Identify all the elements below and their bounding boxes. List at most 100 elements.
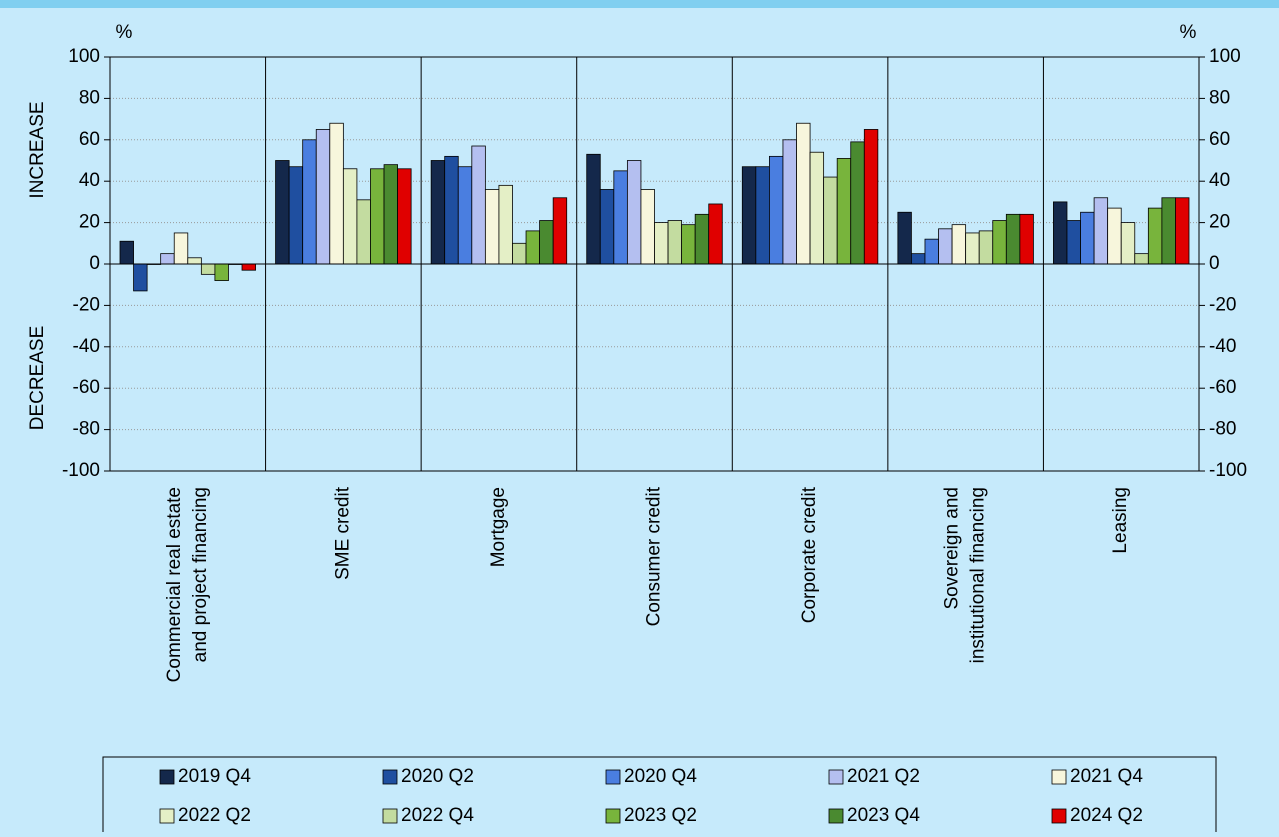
bar <box>370 168 385 265</box>
bar <box>850 141 865 265</box>
bar <box>133 263 148 292</box>
bar <box>1093 197 1109 265</box>
bar <box>200 263 216 275</box>
y-tick-label: -80 <box>73 419 100 440</box>
legend-swatch <box>605 769 621 785</box>
legend-swatch <box>828 769 844 785</box>
bar <box>1080 211 1095 265</box>
y-tick-label: 20 <box>79 212 100 233</box>
y-tick-label: 80 <box>1209 87 1230 108</box>
bar <box>992 220 1007 265</box>
bar <box>938 228 953 265</box>
bar <box>823 176 838 265</box>
y-tick-label: -40 <box>1209 336 1236 357</box>
bar <box>897 211 912 265</box>
legend-label: 2024 Q2 <box>1070 805 1143 826</box>
legend-swatch <box>159 808 175 824</box>
y-tick-label: 60 <box>79 129 100 150</box>
bar <box>498 184 513 265</box>
bar <box>457 166 473 265</box>
bar <box>951 224 967 265</box>
bar <box>1120 222 1136 265</box>
legend-label: 2023 Q2 <box>624 805 697 826</box>
bar <box>1134 253 1149 265</box>
bar <box>315 129 331 265</box>
bar <box>1019 213 1034 265</box>
y-unit-right: % <box>1180 22 1197 43</box>
bar <box>397 168 412 265</box>
y-tick-label: 60 <box>1209 129 1230 150</box>
bar <box>484 189 500 265</box>
bar <box>471 145 486 265</box>
bar <box>275 160 290 265</box>
legend-swatch <box>382 808 398 824</box>
legend-label: 2019 Q4 <box>178 766 251 787</box>
legend-label: 2021 Q2 <box>847 766 920 787</box>
bar <box>599 189 615 265</box>
bar <box>694 213 710 265</box>
legend-swatch <box>159 769 175 785</box>
bar <box>1161 197 1176 265</box>
bar <box>1147 207 1163 265</box>
bar <box>924 238 939 265</box>
bar <box>755 166 770 265</box>
bar <box>613 170 628 265</box>
bar <box>512 242 527 265</box>
x-tick-label: Mortgage <box>488 487 509 567</box>
bar <box>626 160 642 265</box>
legend-swatch <box>1051 808 1067 824</box>
y-tick-label: 0 <box>1209 253 1220 274</box>
bar <box>741 166 757 265</box>
y-tick-label: 0 <box>89 253 100 274</box>
legend-swatch <box>605 808 621 824</box>
bar <box>796 122 811 265</box>
bar <box>160 253 175 265</box>
bar <box>809 151 825 265</box>
legend-label: 2023 Q4 <box>847 805 920 826</box>
bar <box>640 189 655 265</box>
x-tick-label: institutional financing <box>968 487 989 663</box>
y-tick-label: 80 <box>79 87 100 108</box>
legend-swatch <box>382 769 398 785</box>
y-tick-label: -40 <box>73 336 100 357</box>
y-tick-label: -20 <box>73 294 100 315</box>
legend-label: 2022 Q4 <box>401 805 474 826</box>
bar <box>965 232 980 265</box>
bar <box>444 155 459 265</box>
bar <box>539 220 554 265</box>
bar <box>911 253 926 265</box>
y-tick-label: -60 <box>73 377 100 398</box>
legend-label: 2021 Q4 <box>1070 766 1143 787</box>
bar <box>187 257 202 265</box>
bar <box>667 220 683 265</box>
bar <box>836 158 852 265</box>
legend-swatch <box>828 808 844 824</box>
bar <box>525 230 540 265</box>
legend-swatch <box>1051 769 1067 785</box>
bar <box>329 122 344 265</box>
y-tick-label: -100 <box>62 460 100 481</box>
bar <box>681 224 696 265</box>
legend-label: 2022 Q2 <box>178 805 251 826</box>
legend-box <box>102 756 1217 837</box>
bar <box>430 160 446 265</box>
bar <box>552 197 568 265</box>
bar <box>173 232 189 265</box>
y-tick-label: 100 <box>1209 46 1241 67</box>
bar <box>1107 207 1122 265</box>
y-tick-label: -20 <box>1209 294 1236 315</box>
y-unit-left: % <box>116 22 133 43</box>
y-tick-label: -60 <box>1209 377 1236 398</box>
bar <box>241 263 256 271</box>
bar <box>1053 201 1068 265</box>
bar <box>978 230 994 265</box>
bar <box>288 166 304 265</box>
y-tick-label: -100 <box>1209 460 1247 481</box>
bar <box>863 129 879 265</box>
top-strip <box>0 0 1279 8</box>
bar <box>214 263 229 281</box>
legend-label: 2020 Q4 <box>624 766 697 787</box>
bar <box>342 168 358 265</box>
y-tick-label: 40 <box>1209 170 1230 191</box>
